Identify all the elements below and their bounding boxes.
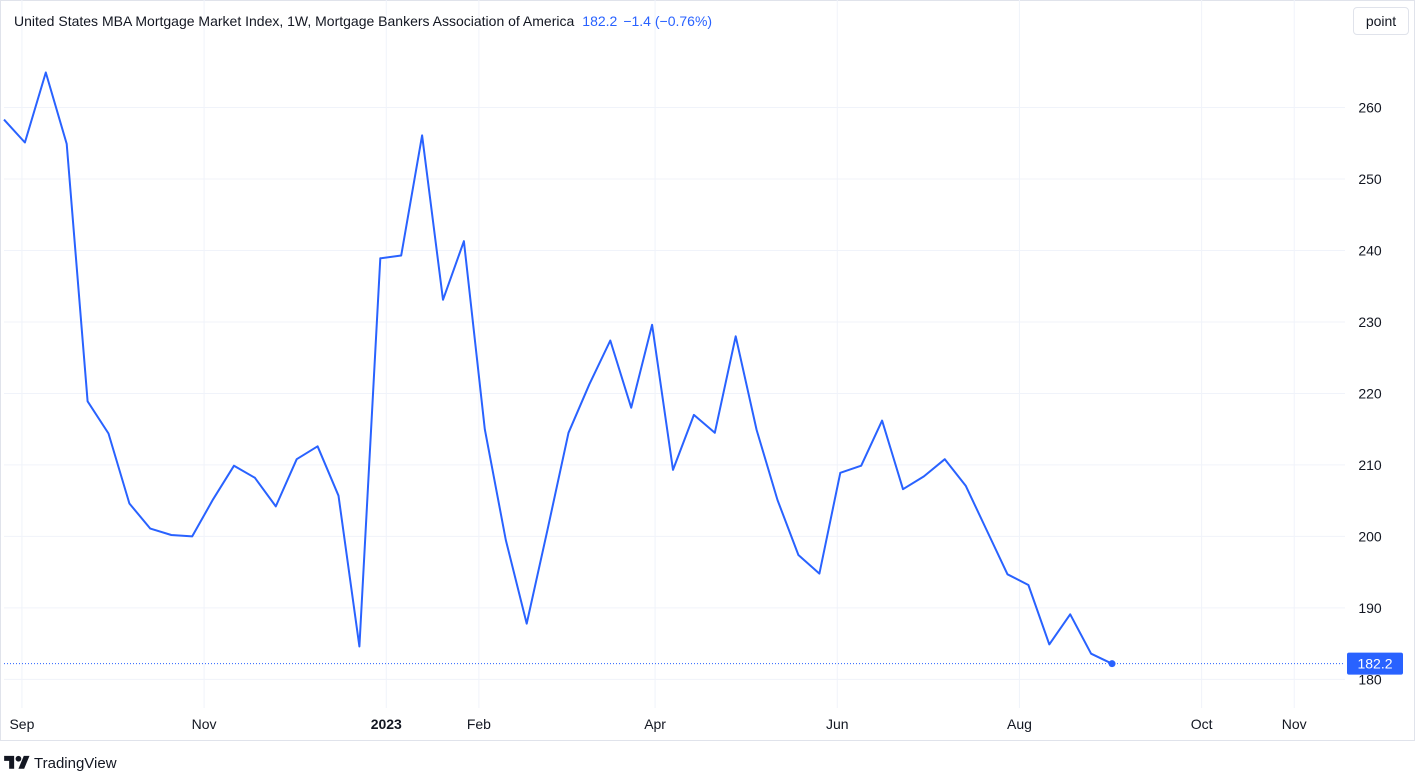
data-point[interactable] [1088, 651, 1094, 657]
data-point[interactable] [315, 443, 321, 449]
data-point[interactable] [1046, 641, 1052, 647]
data-point[interactable] [440, 297, 446, 303]
x-tick-label: 2023 [371, 716, 402, 732]
y-tick-label: 210 [1358, 457, 1382, 473]
data-point[interactable] [64, 141, 70, 147]
data-point[interactable] [795, 552, 801, 558]
x-tick-label: Aug [1007, 716, 1032, 732]
data-point[interactable] [503, 537, 509, 543]
data-point[interactable] [106, 430, 112, 436]
y-tick-label: 230 [1358, 314, 1382, 330]
y-tick-label: 260 [1358, 99, 1382, 115]
data-point[interactable] [816, 571, 822, 577]
data-point[interactable] [565, 430, 571, 436]
change-value: −1.4 (−0.76%) [623, 13, 713, 29]
line-chart[interactable]: 180 190 200 210 220 230 240 250 260 Sep Nov 2023 Feb… [0, 0, 1422, 742]
data-point[interactable] [252, 475, 258, 481]
data-point[interactable] [189, 533, 195, 539]
y-tick-label: 180 [1358, 671, 1382, 687]
data-point[interactable] [963, 483, 969, 489]
data-point[interactable] [482, 426, 488, 432]
data-point[interactable] [398, 252, 404, 258]
data-point[interactable] [607, 338, 613, 344]
data-point[interactable] [754, 427, 760, 433]
y-tick-label: 250 [1358, 171, 1382, 187]
x-tick-label: Jun [826, 716, 849, 732]
data-point[interactable] [356, 644, 362, 650]
data-point[interactable] [921, 473, 927, 479]
x-tick-label: Feb [467, 716, 491, 732]
series-title: United States MBA Mortgage Market Index,… [14, 13, 575, 29]
data-point[interactable] [858, 463, 864, 469]
data-point[interactable] [377, 255, 383, 261]
data-point[interactable] [22, 140, 28, 146]
data-point[interactable] [147, 526, 153, 532]
chart-legend-header: United States MBA Mortgage Market Index,… [14, 13, 712, 29]
data-point[interactable] [586, 381, 592, 387]
data-point[interactable] [670, 467, 676, 473]
y-tick-label: 200 [1358, 528, 1382, 544]
y-tick-label: 240 [1358, 242, 1382, 258]
data-point[interactable] [1, 117, 7, 123]
data-point[interactable] [628, 405, 634, 411]
data-point[interactable] [712, 430, 718, 436]
x-tick-label: Oct [1191, 716, 1213, 732]
data-point[interactable] [1025, 582, 1031, 588]
data-point[interactable] [273, 503, 279, 509]
data-point[interactable] [126, 501, 132, 507]
last-value: 182.2 [582, 13, 618, 29]
y-tick-label: 220 [1358, 385, 1382, 401]
scale-mode-button[interactable]: point [1353, 7, 1409, 35]
x-tick-label: Apr [644, 716, 666, 732]
data-point[interactable] [43, 69, 49, 75]
data-point[interactable] [733, 333, 739, 339]
data-point[interactable] [168, 532, 174, 538]
data-point[interactable] [461, 238, 467, 244]
x-tick-label: Nov [192, 716, 217, 732]
data-point[interactable] [545, 526, 551, 532]
data-point[interactable] [879, 418, 885, 424]
data-point[interactable] [231, 463, 237, 469]
data-point[interactable] [524, 621, 530, 627]
data-point[interactable] [837, 470, 843, 476]
data-point[interactable] [900, 486, 906, 492]
x-tick-label: Nov [1282, 716, 1307, 732]
chart-area[interactable]: 180 190 200 210 220 230 240 250 260 Sep Nov 2023 Feb… [0, 0, 1422, 742]
data-point[interactable] [336, 493, 342, 499]
data-point[interactable] [1005, 571, 1011, 577]
branding-footer[interactable]: TradingView [4, 752, 117, 774]
data-point[interactable] [1067, 611, 1073, 617]
x-tick-label: Sep [9, 716, 34, 732]
data-point[interactable] [294, 456, 300, 462]
series-line[interactable] [3, 71, 1113, 665]
y-tick-label: 190 [1358, 600, 1382, 616]
data-point[interactable] [210, 496, 216, 502]
data-point[interactable] [691, 412, 697, 418]
data-point[interactable] [775, 497, 781, 503]
data-point[interactable] [649, 322, 655, 328]
brand-name: TradingView [34, 754, 117, 772]
data-point[interactable] [984, 527, 990, 533]
data-point[interactable] [85, 398, 91, 404]
last-value-badge-label: 182.2 [1357, 656, 1392, 672]
chart-border [0, 0, 1415, 741]
last-point-marker [1108, 660, 1116, 668]
data-point[interactable] [419, 132, 425, 138]
data-point[interactable] [942, 456, 948, 462]
last-value-badge [1347, 652, 1403, 675]
tradingview-logo-icon [4, 755, 30, 769]
